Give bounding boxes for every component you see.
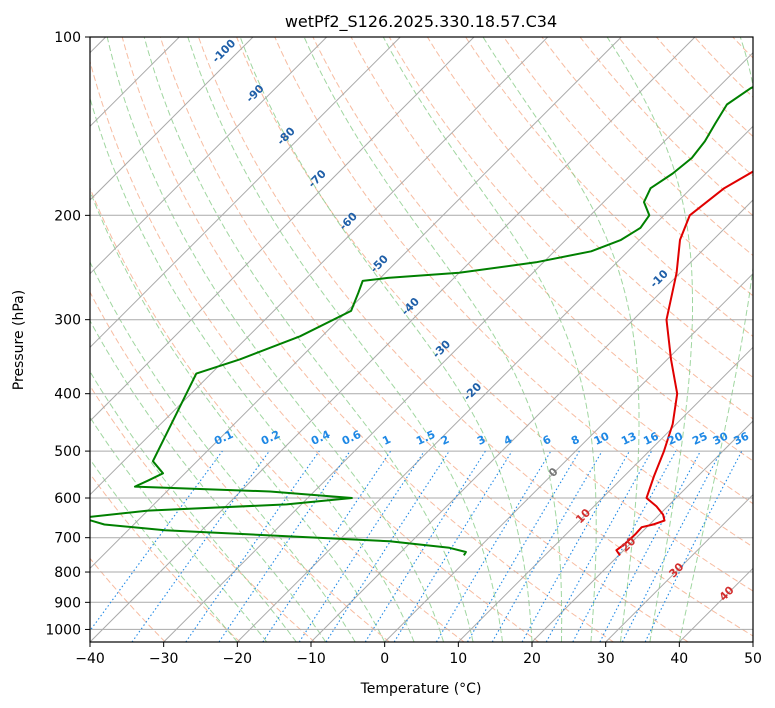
dry-adiabat-line	[90, 291, 390, 642]
isotherm-line	[605, 493, 753, 642]
mixing-ratio-label: 20	[666, 429, 686, 447]
moist-adiabat-line	[606, 37, 693, 642]
mixing-ratio-label: 10	[592, 429, 612, 447]
mixing-ratio-line	[644, 450, 743, 642]
x-tick-label: 0	[380, 651, 389, 667]
dry-adiabat-line	[274, 37, 753, 548]
y-tick-label: 800	[54, 565, 81, 581]
y-axis-label: Pressure (hPa)	[11, 290, 27, 390]
mixing-ratio-label: 25	[690, 430, 709, 448]
moist-adiabat-line	[482, 37, 640, 642]
isotherm-line	[90, 37, 328, 275]
x-axis-label: Temperature (°C)	[360, 681, 482, 697]
mixing-ratio-line	[572, 450, 677, 642]
moist-adiabat-line	[678, 37, 753, 642]
moist-adiabat-line	[90, 189, 386, 642]
dry-adiabat-line	[90, 557, 166, 642]
isotherm-line	[90, 37, 549, 496]
moist-adiabat-line	[106, 37, 445, 642]
isotherm-line	[531, 420, 753, 642]
dry-adiabat-line	[90, 472, 241, 642]
mixing-ratio-line	[393, 450, 513, 642]
moist-adiabat-line	[90, 458, 238, 642]
x-tick-label: −30	[149, 651, 179, 667]
mixing-ratio-line	[262, 450, 392, 642]
axis-ticks: −40 −30 −20 −10 0 10 20 30 40 50 100 200 300 400 500 60…	[45, 30, 762, 667]
x-tick-label: 30	[597, 651, 615, 667]
mixing-ratio-line	[298, 450, 425, 642]
dewpoint-profile-line	[90, 86, 753, 556]
isotherm-line	[310, 199, 753, 642]
isotherm-line	[163, 51, 753, 642]
y-tick-label: 700	[54, 531, 81, 547]
mixing-ratio-label: 36	[732, 429, 752, 447]
moist-adiabat-line	[187, 37, 503, 642]
x-tick-label: −10	[296, 651, 326, 667]
x-tick-label: −40	[75, 651, 105, 667]
mixing-ratio-line	[131, 450, 270, 642]
y-tick-label: 400	[54, 387, 81, 403]
mixing-ratio-line	[325, 450, 450, 642]
dry-adiabat-line	[388, 37, 753, 420]
mixing-ratio-line	[218, 450, 351, 642]
x-tick-label: −20	[223, 651, 253, 667]
dry-adiabat-line	[121, 37, 614, 642]
dry-adiabat-line	[90, 186, 465, 642]
dry-adiabat-line	[350, 37, 753, 462]
y-tick-label: 200	[54, 208, 81, 224]
mixing-ratio-line	[90, 450, 223, 632]
moist-adiabat-line	[143, 37, 474, 642]
mixing-ratio-line	[521, 450, 630, 642]
moist-adiabat-line	[239, 37, 533, 642]
moist-adiabat-line	[303, 37, 563, 642]
isotherm-line	[90, 37, 696, 642]
isotherm-line	[90, 37, 401, 349]
x-tick-label: 40	[670, 651, 688, 667]
dry-adiabat-line	[159, 37, 689, 642]
x-tick-label: 20	[523, 651, 541, 667]
mixing-ratio-label: 13	[619, 430, 638, 448]
isotherm-line	[457, 346, 753, 642]
dry-adiabat-line	[90, 59, 540, 642]
y-tick-label: 300	[54, 313, 81, 329]
moist-adiabat-line	[90, 260, 356, 642]
y-tick-label: 900	[54, 595, 81, 611]
mixing-ratio-label: 16	[641, 429, 661, 447]
isotherm-line	[90, 37, 475, 422]
dry-adiabat-line	[503, 37, 753, 297]
plot-area	[90, 37, 753, 642]
isotherm-line	[384, 272, 753, 642]
x-tick-label: 50	[744, 651, 762, 667]
isotherm-line	[90, 37, 254, 201]
isotherm-line	[236, 125, 753, 642]
y-tick-label: 600	[54, 491, 81, 507]
chart-title: wetPf2_S126.2025.330.18.57.C34	[285, 12, 557, 32]
y-tick-label: 500	[54, 444, 81, 460]
dry-adiabat-line	[465, 37, 753, 338]
mixing-ratio-label: 30	[711, 429, 731, 447]
plot-frame	[89, 36, 754, 643]
mixing-ratio-line	[545, 450, 653, 642]
mixing-ratio-line	[185, 450, 320, 642]
temperature-profile-line	[615, 170, 753, 556]
y-tick-label: 100	[54, 30, 81, 46]
y-tick-label: 1000	[45, 622, 81, 638]
moist-adiabat-line	[382, 37, 597, 642]
dry-adiabat-line	[312, 37, 753, 505]
isotherm-line	[90, 37, 622, 570]
x-tick-label: 10	[449, 651, 467, 667]
dry-adiabat-line	[236, 37, 753, 592]
